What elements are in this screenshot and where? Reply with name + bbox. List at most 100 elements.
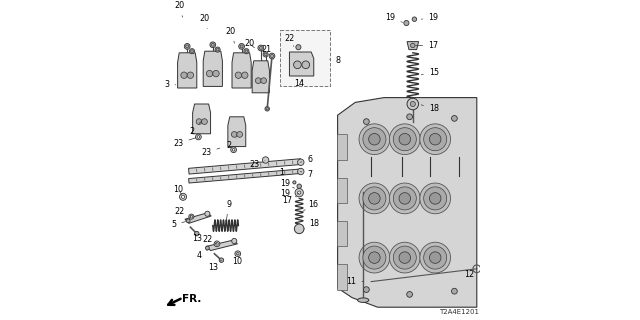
Text: 2: 2 — [189, 122, 201, 136]
Circle shape — [297, 184, 301, 188]
Circle shape — [231, 147, 237, 153]
Text: 13: 13 — [192, 234, 202, 243]
Text: 23: 23 — [202, 148, 220, 157]
Text: T2A4E1201: T2A4E1201 — [440, 309, 479, 315]
Circle shape — [424, 187, 447, 210]
Polygon shape — [338, 98, 477, 307]
Circle shape — [420, 242, 451, 273]
Circle shape — [181, 72, 187, 78]
Text: 17: 17 — [282, 193, 300, 205]
Polygon shape — [232, 53, 252, 88]
Circle shape — [232, 238, 237, 244]
Circle shape — [294, 224, 304, 234]
Circle shape — [215, 47, 220, 52]
Circle shape — [407, 98, 419, 110]
Circle shape — [452, 116, 458, 121]
Circle shape — [237, 132, 243, 137]
FancyBboxPatch shape — [280, 30, 330, 86]
Bar — [337, 221, 347, 246]
Circle shape — [399, 193, 411, 204]
Circle shape — [258, 45, 264, 51]
Text: 19: 19 — [385, 13, 403, 22]
Circle shape — [393, 128, 417, 151]
Bar — [337, 264, 347, 290]
Text: 1: 1 — [279, 168, 284, 177]
Circle shape — [389, 242, 420, 273]
Circle shape — [232, 148, 235, 151]
Circle shape — [205, 246, 209, 250]
Circle shape — [210, 42, 216, 48]
Circle shape — [189, 49, 195, 54]
Circle shape — [424, 246, 447, 269]
Text: 11: 11 — [346, 277, 364, 286]
Polygon shape — [193, 104, 211, 134]
Circle shape — [214, 241, 220, 247]
Text: 3: 3 — [164, 80, 176, 89]
Circle shape — [359, 183, 390, 214]
Text: 22: 22 — [175, 207, 191, 217]
Text: 22: 22 — [202, 235, 217, 244]
Circle shape — [452, 288, 458, 294]
Polygon shape — [252, 61, 269, 93]
Circle shape — [186, 219, 190, 223]
Circle shape — [195, 231, 199, 236]
Circle shape — [265, 107, 269, 111]
Circle shape — [244, 49, 249, 54]
Circle shape — [412, 17, 417, 21]
Text: 18: 18 — [421, 104, 439, 113]
Circle shape — [196, 119, 202, 124]
Circle shape — [242, 72, 248, 78]
Circle shape — [364, 287, 369, 292]
Polygon shape — [407, 42, 419, 50]
Circle shape — [255, 78, 261, 84]
Circle shape — [261, 78, 267, 84]
Circle shape — [296, 44, 301, 50]
Circle shape — [237, 252, 239, 255]
Circle shape — [429, 133, 441, 145]
Text: 12: 12 — [464, 269, 477, 279]
Text: 17: 17 — [415, 41, 438, 50]
Circle shape — [393, 246, 417, 269]
Circle shape — [369, 193, 380, 204]
Text: 13: 13 — [208, 260, 221, 272]
Text: 2: 2 — [226, 138, 236, 150]
Text: 20: 20 — [244, 39, 255, 48]
Text: 20: 20 — [174, 1, 184, 17]
Text: 18: 18 — [304, 219, 319, 229]
Text: 20: 20 — [225, 27, 236, 43]
Text: 10: 10 — [173, 185, 184, 195]
Polygon shape — [185, 213, 211, 223]
Circle shape — [420, 124, 451, 155]
Text: 21: 21 — [261, 45, 274, 59]
Circle shape — [410, 101, 415, 107]
Circle shape — [184, 44, 190, 49]
Text: 8: 8 — [330, 56, 340, 65]
Ellipse shape — [358, 298, 369, 302]
Circle shape — [298, 159, 304, 165]
Text: 16: 16 — [303, 200, 318, 211]
Circle shape — [363, 187, 386, 210]
Circle shape — [359, 124, 390, 155]
Circle shape — [399, 252, 411, 263]
Text: 19: 19 — [280, 189, 296, 198]
Text: 7: 7 — [300, 170, 312, 179]
Circle shape — [202, 119, 207, 124]
Text: 14: 14 — [294, 79, 304, 88]
Circle shape — [189, 214, 194, 219]
Circle shape — [393, 187, 417, 210]
Text: 19: 19 — [280, 179, 294, 188]
Bar — [337, 134, 347, 160]
Circle shape — [298, 191, 301, 194]
Circle shape — [389, 183, 420, 214]
Circle shape — [359, 242, 390, 273]
Circle shape — [369, 252, 380, 263]
Circle shape — [363, 128, 386, 151]
Circle shape — [235, 251, 241, 257]
Text: 15: 15 — [421, 68, 439, 77]
Text: FR.: FR. — [182, 294, 201, 304]
Circle shape — [212, 70, 219, 77]
Circle shape — [429, 193, 441, 204]
Circle shape — [182, 195, 184, 198]
Circle shape — [190, 215, 193, 218]
Circle shape — [389, 124, 420, 155]
